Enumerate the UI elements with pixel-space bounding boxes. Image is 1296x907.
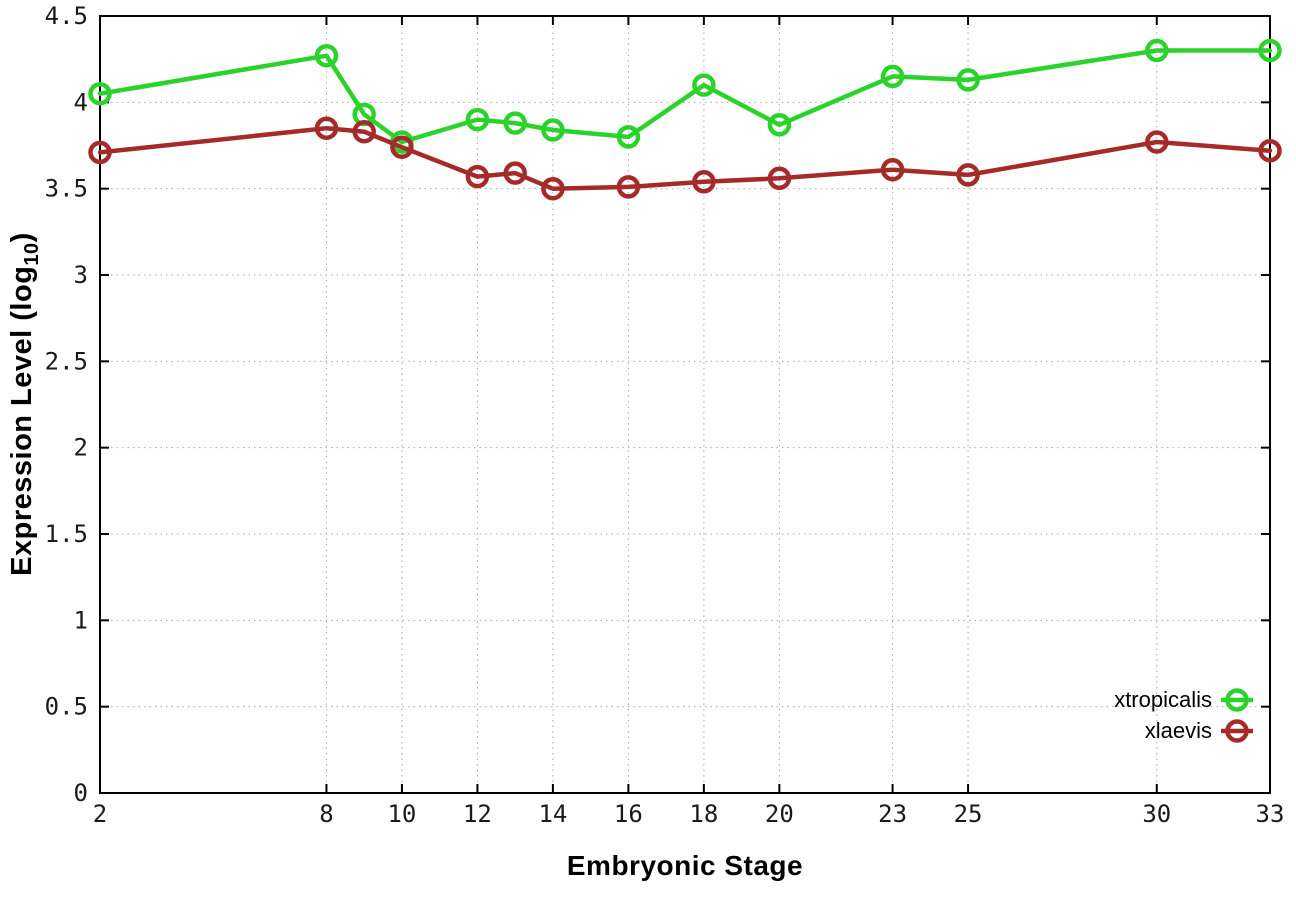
y-tick-label: 2 bbox=[74, 434, 88, 462]
x-tick-label: 20 bbox=[765, 800, 794, 828]
series-xtropicalis-point bbox=[880, 64, 905, 89]
series-xtropicalis-point bbox=[692, 73, 716, 97]
x-tick-label: 23 bbox=[878, 800, 907, 828]
series-xlaevis-point bbox=[541, 176, 565, 201]
series-xlaevis-point bbox=[314, 116, 339, 140]
y-tick-label: 2.5 bbox=[45, 347, 88, 375]
series-xtropicalis-point bbox=[314, 43, 339, 68]
series-xlaevis-point bbox=[503, 161, 527, 185]
y-tick-label: 3.5 bbox=[45, 175, 88, 203]
series-xlaevis-point bbox=[692, 170, 716, 194]
y-tick-label: 0.5 bbox=[45, 693, 88, 721]
x-axis-title: Embryonic Stage bbox=[566, 850, 804, 881]
series-xtropicalis-point bbox=[616, 125, 641, 149]
x-tick-label: 18 bbox=[689, 800, 718, 828]
y-tick-label: 1.5 bbox=[45, 520, 88, 548]
y-tick-label: 3 bbox=[74, 261, 88, 289]
legend-sample-point bbox=[1225, 688, 1249, 712]
series-xlaevis-point bbox=[616, 175, 641, 199]
x-tick-label: 25 bbox=[954, 800, 983, 828]
series-xtropicalis-point bbox=[541, 118, 565, 142]
x-tick-label: 10 bbox=[387, 800, 416, 828]
series-xlaevis-point bbox=[88, 140, 112, 165]
series-xlaevis-point bbox=[352, 119, 376, 144]
y-axis-title: Expression Level (log10) bbox=[6, 232, 44, 576]
x-tick-label: 14 bbox=[538, 800, 567, 828]
series-xtropicalis-point bbox=[465, 107, 490, 132]
series-xlaevis-point bbox=[1145, 130, 1169, 154]
series-xlaevis-line bbox=[97, 125, 1273, 191]
series-xlaevis-point bbox=[1258, 138, 1282, 163]
y-axis-title-close: ) bbox=[6, 232, 39, 243]
x-tick-label: 33 bbox=[1256, 800, 1285, 828]
x-tick-label: 2 bbox=[93, 800, 107, 828]
legend-label: xlaevis bbox=[1145, 718, 1212, 743]
x-tick-label: 12 bbox=[463, 800, 492, 828]
plot-border bbox=[99, 15, 1271, 794]
series-xlaevis-point bbox=[465, 164, 490, 189]
series-xtropicalis-point bbox=[88, 81, 112, 106]
series-xtropicalis-point bbox=[1145, 38, 1169, 63]
legend-sample-point bbox=[1225, 719, 1249, 743]
y-tick-label: 1 bbox=[74, 606, 88, 634]
series-xlaevis-point bbox=[767, 166, 792, 191]
series-xtropicalis-point bbox=[1258, 38, 1282, 63]
series-xlaevis-point bbox=[390, 135, 414, 159]
series-xlaevis-point bbox=[956, 163, 980, 187]
y-axis-title-text: Expression Level (log bbox=[6, 265, 39, 576]
series-xtropicalis-point bbox=[767, 113, 792, 137]
y-tick-label: 0 bbox=[74, 779, 88, 807]
y-tick-label: 4.5 bbox=[45, 2, 88, 30]
x-tick-label: 16 bbox=[614, 800, 643, 828]
legend-label: xtropicalis bbox=[1114, 687, 1212, 712]
x-tick-label: 8 bbox=[319, 800, 333, 828]
series-xtropicalis-point bbox=[956, 68, 980, 92]
series-xlaevis-point bbox=[880, 157, 905, 182]
x-tick-label: 30 bbox=[1142, 800, 1171, 828]
y-tick-label: 4 bbox=[74, 88, 88, 116]
y-axis-title-subscript: 10 bbox=[20, 242, 43, 266]
series-xtropicalis-point bbox=[503, 111, 527, 135]
